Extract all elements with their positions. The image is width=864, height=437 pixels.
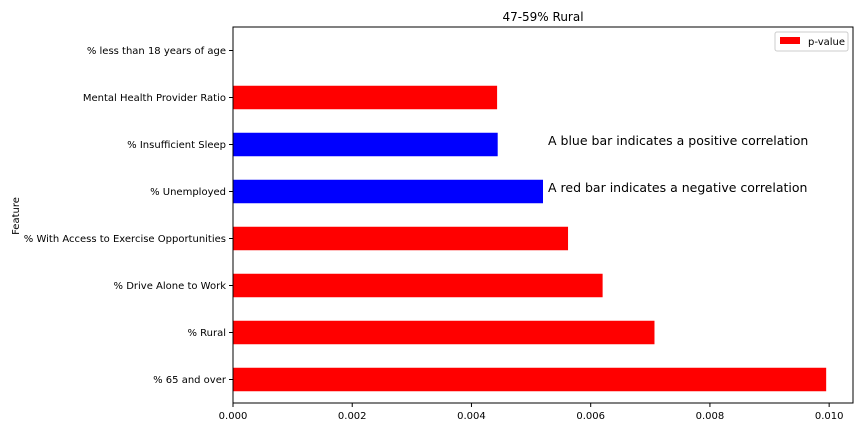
bar (233, 320, 655, 345)
y-tick-label: Mental Health Provider Ratio (83, 93, 226, 104)
bar (233, 179, 543, 204)
bar (233, 367, 827, 392)
x-ticks: 0.000 0.002 0.004 0.006 0.008 0.010 (219, 403, 844, 422)
legend: p-value (774, 31, 849, 52)
x-tick-label: 0.006 (576, 411, 605, 422)
y-tick-label: % Rural (187, 328, 226, 339)
bar (233, 132, 498, 157)
x-tick-label: 0.010 (815, 411, 844, 422)
bars-layer (233, 85, 827, 392)
chart-title: 47-59% Rural (502, 10, 583, 24)
x-tick-label: 0.000 (219, 411, 248, 422)
y-tick-label: % With Access to Exercise Opportunities (24, 234, 226, 245)
legend-box (774, 31, 849, 52)
plot-frame (232, 26, 854, 404)
y-axis-label: Feature (11, 197, 22, 235)
y-tick-label: % Unemployed (150, 187, 226, 198)
annotation-positive: A blue bar indicates a positive correlat… (548, 133, 808, 148)
y-tick-label: % 65 and over (153, 375, 227, 386)
bar (233, 273, 603, 298)
bar (233, 226, 569, 251)
legend-label: p-value (808, 37, 845, 48)
annotation-negative: A red bar indicates a negative correlati… (548, 180, 807, 195)
bar (233, 85, 498, 110)
y-tick-label: % Drive Alone to Work (114, 281, 227, 292)
y-ticks: % 65 and over % Rural % Drive Alone to Wor… (24, 46, 233, 386)
x-tick-label: 0.004 (457, 411, 486, 422)
y-tick-label: % Insufficient Sleep (127, 140, 226, 151)
x-tick-label: 0.002 (338, 411, 367, 422)
x-tick-label: 0.008 (696, 411, 725, 422)
y-tick-label: % less than 18 years of age (87, 46, 226, 57)
legend-swatch (780, 37, 800, 44)
